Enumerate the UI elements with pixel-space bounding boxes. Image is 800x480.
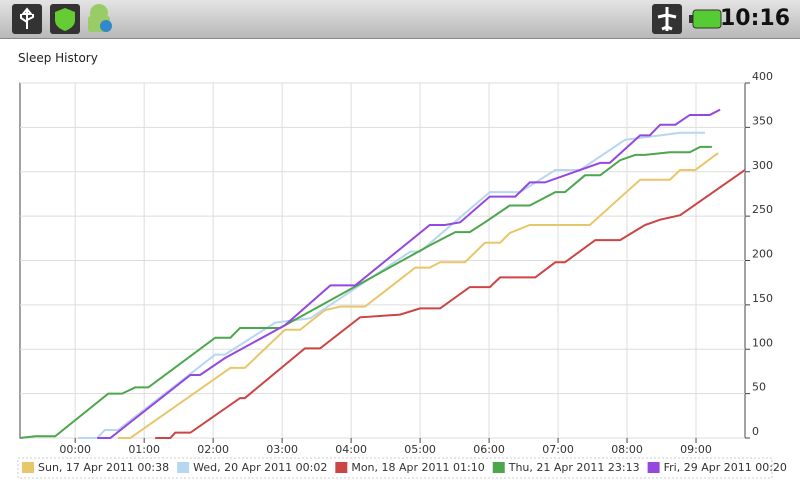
android-icon <box>88 4 112 32</box>
legend-label: Mon, 18 Apr 2011 01:10 <box>351 461 484 474</box>
series-line <box>97 108 721 439</box>
legend-swatch <box>492 462 505 473</box>
x-tick-label: 08:00 <box>611 443 643 456</box>
x-tick-label: 01:00 <box>128 443 160 456</box>
series-line <box>117 152 719 439</box>
y-tick-label: 400 <box>752 70 773 83</box>
series-line <box>19 145 712 439</box>
y-tick-label: 200 <box>752 248 773 261</box>
status-bar: 10:16 <box>0 0 800 39</box>
clock: 10:16 <box>719 6 790 31</box>
x-tick-label: 07:00 <box>542 443 574 456</box>
legend-label: Wed, 20 Apr 2011 00:02 <box>193 461 327 474</box>
series-line <box>155 169 746 439</box>
legend-swatch <box>22 462 34 473</box>
x-tick-label: 02:00 <box>197 443 229 456</box>
y-tick-label: 50 <box>752 381 766 394</box>
y-tick-label: 150 <box>752 292 773 305</box>
y-tick-label: 350 <box>752 114 773 127</box>
legend-label: Fri, 29 Apr 2011 00:20 <box>664 461 787 474</box>
legend-swatch <box>647 462 660 473</box>
x-tick-label: 06:00 <box>473 443 505 456</box>
x-tick-label: 09:00 <box>680 443 712 456</box>
airplane-icon <box>652 4 682 34</box>
battery-icon <box>689 9 722 29</box>
y-tick-label: 100 <box>752 336 773 349</box>
x-tick-label: 05:00 <box>404 443 436 456</box>
page-title: Sleep History <box>18 51 98 65</box>
y-tick-label: 250 <box>752 203 773 216</box>
series-line <box>77 131 705 439</box>
y-tick-label: 0 <box>752 425 759 438</box>
legend-label: Thu, 21 Apr 2011 23:13 <box>508 461 640 474</box>
legend-swatch <box>335 462 348 473</box>
x-tick-label: 03:00 <box>266 443 298 456</box>
legend-swatch <box>177 462 190 473</box>
x-tick-label: 00:00 <box>59 443 91 456</box>
legend-label: Sun, 17 Apr 2011 00:38 <box>38 461 169 474</box>
x-tick-label: 04:00 <box>335 443 367 456</box>
legend-box <box>17 457 773 479</box>
status-icons <box>12 4 722 34</box>
y-tick-label: 300 <box>752 159 773 172</box>
